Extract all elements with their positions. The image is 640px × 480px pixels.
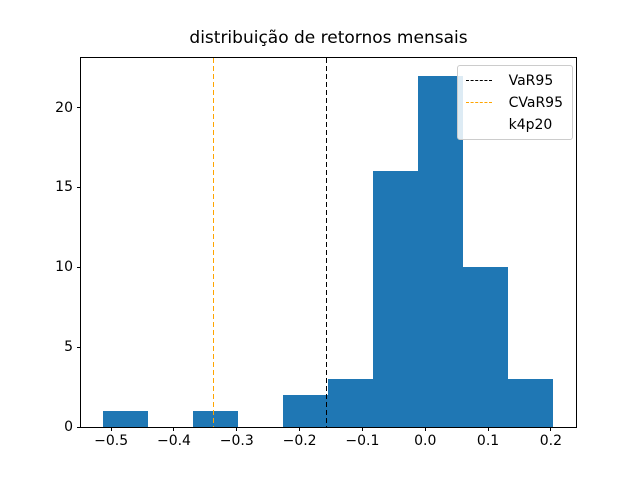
y-tick-label: 10 <box>55 259 73 276</box>
legend-row: VaR95 <box>465 71 563 90</box>
y-tick-label: 0 <box>64 419 73 435</box>
x-tick <box>487 427 489 431</box>
legend: VaR95 CVaR95 k4p20 <box>456 65 573 140</box>
x-tick <box>424 427 426 431</box>
histogram-bar <box>462 267 508 427</box>
y-tick <box>77 426 81 428</box>
x-tick <box>550 427 552 431</box>
x-tick <box>173 427 175 431</box>
x-tick <box>361 427 363 431</box>
y-tick-label: 20 <box>55 99 73 116</box>
legend-row: CVaR95 <box>465 93 563 112</box>
y-tick-label: 15 <box>55 179 73 196</box>
x-tick-label: 0.1 <box>476 433 500 449</box>
plot-area: −0.5 −0.4 −0.3 −0.2 −0.1 0.0 0.1 0.2 0 5 10 15 20 V… <box>55 57 577 448</box>
x-tick-label: −0.1 <box>345 433 380 449</box>
histogram-bar <box>417 75 463 427</box>
x-tick <box>236 427 238 431</box>
x-tick-label: −0.3 <box>219 433 254 449</box>
var95-line <box>325 58 328 427</box>
histogram-bar <box>282 395 328 427</box>
chart-title: distribuição de retornos mensais <box>189 28 468 48</box>
x-tick <box>110 427 112 431</box>
legend-row: k4p20 <box>466 115 563 134</box>
histogram-bar <box>507 379 553 427</box>
x-tick-label: 0.2 <box>539 433 562 449</box>
histogram-bar <box>192 411 239 427</box>
histogram-bar <box>373 171 418 427</box>
cvar95-line <box>212 58 215 427</box>
legend-dash-sample <box>465 102 492 103</box>
y-tick <box>77 107 81 109</box>
x-tick <box>299 427 301 431</box>
legend-label: k4p20 <box>508 116 553 133</box>
x-tick-label: 0.0 <box>414 433 437 449</box>
legend-label: CVaR95 <box>508 94 563 111</box>
x-tick-label: −0.4 <box>156 433 191 449</box>
legend-dash-sample <box>465 80 492 81</box>
y-tick <box>77 266 81 268</box>
y-tick <box>77 186 81 188</box>
x-tick-label: −0.5 <box>94 433 129 449</box>
legend-label: VaR95 <box>508 72 554 89</box>
x-tick-label: −0.2 <box>282 433 317 449</box>
histogram-bar <box>102 411 149 427</box>
y-tick <box>77 346 81 348</box>
y-tick-label: 5 <box>64 339 73 356</box>
histogram-bar <box>327 379 374 427</box>
